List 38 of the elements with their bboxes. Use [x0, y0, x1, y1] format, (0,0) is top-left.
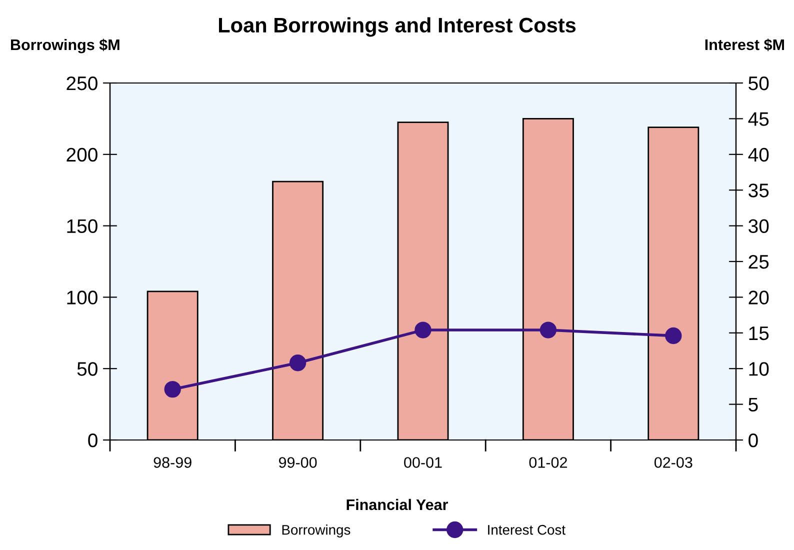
y2-tick-label: 50 — [748, 76, 769, 90]
y-tick-label: 150 — [67, 219, 98, 234]
point — [665, 327, 682, 344]
bar — [146, 290, 198, 440]
y2-axis-title: Interest $M — [705, 38, 784, 52]
bar — [522, 118, 574, 440]
y2-tick-label: 30 — [748, 219, 769, 234]
chart-title: Loan Borrowings and Interest Costs — [218, 17, 576, 37]
y2-tick-label: 0 — [748, 433, 758, 448]
x-axis-title: Financial Year — [346, 498, 448, 510]
legend-label: Borrowings — [282, 524, 350, 538]
point — [540, 322, 557, 338]
legend-label: Interest Cost — [488, 524, 566, 535]
x-tick-label: 00-01 — [404, 457, 442, 468]
y2-tick-label: 15 — [749, 326, 769, 340]
point — [414, 322, 432, 338]
x-tick-label: 98-99 — [154, 457, 192, 468]
y-axis-title: Borrowings $M — [11, 38, 120, 54]
point — [164, 380, 181, 398]
bar — [397, 122, 449, 440]
y-tick-label: 250 — [66, 76, 98, 90]
y2-tick-label: 25 — [748, 254, 769, 269]
point — [289, 354, 306, 372]
y-tick-label: 100 — [67, 290, 98, 304]
bar — [648, 126, 700, 440]
x-tick-label: 99-00 — [278, 457, 317, 468]
y-tick-label: 50 — [77, 362, 98, 376]
y2-tick-label: 40 — [748, 148, 769, 162]
x-tick-label: 02-03 — [654, 457, 692, 468]
y-tick-label: 0 — [88, 433, 98, 448]
y2-tick-label: 5 — [748, 398, 758, 412]
bar — [272, 180, 324, 440]
y2-tick-label: 45 — [748, 112, 769, 126]
y2-tick-label: 10 — [749, 362, 769, 376]
y-tick-label: 200 — [66, 148, 98, 162]
y2-tick-label: 20 — [748, 290, 769, 304]
y2-tick-label: 35 — [748, 184, 769, 198]
x-tick-label: 01-02 — [529, 457, 567, 468]
